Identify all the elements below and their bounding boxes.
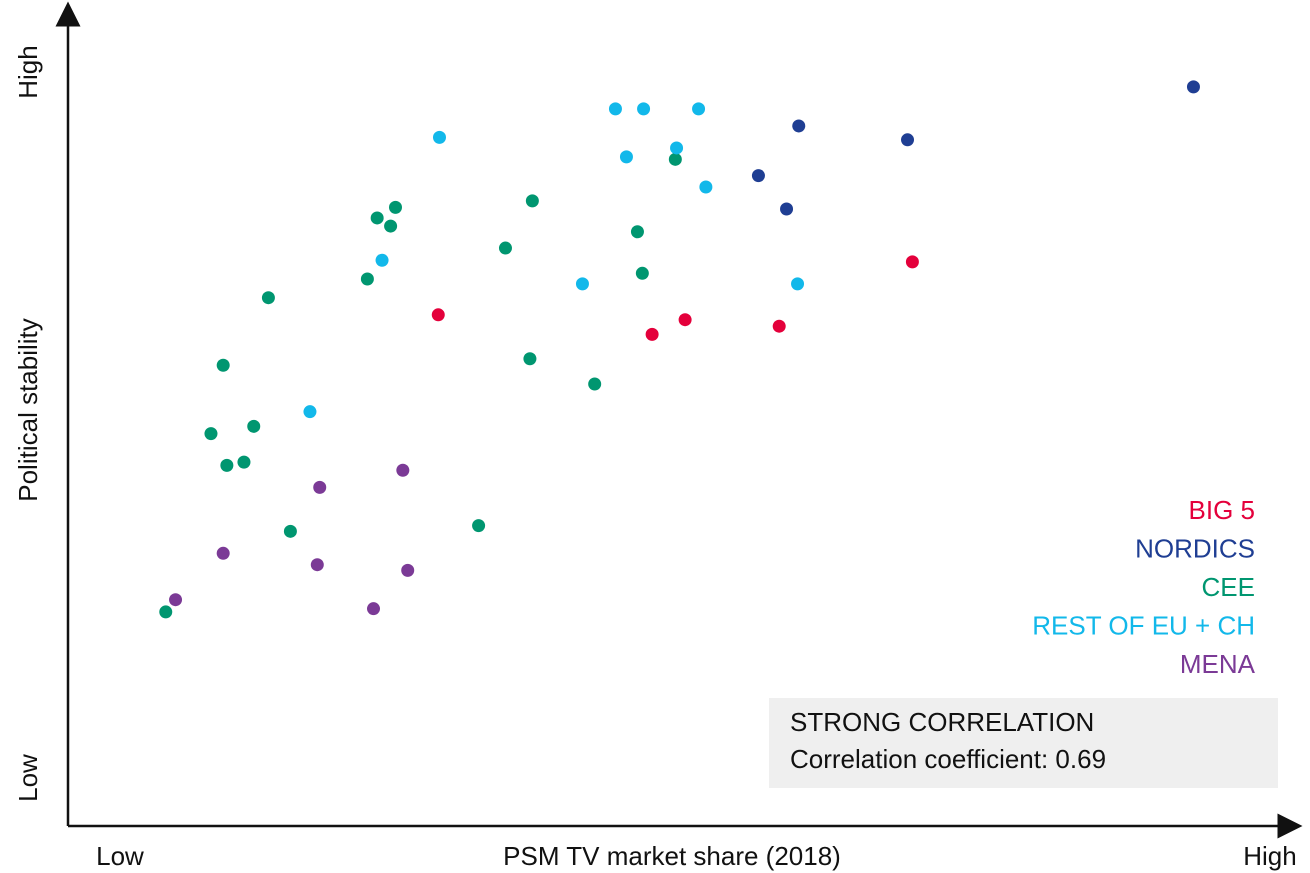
- point: [635, 266, 649, 280]
- point: [905, 255, 919, 269]
- point: [498, 241, 512, 255]
- point: [375, 253, 389, 267]
- y-tick-label: Low: [13, 754, 43, 802]
- point: [431, 308, 445, 322]
- point: [388, 200, 402, 214]
- point: [310, 558, 324, 572]
- point: [637, 102, 651, 116]
- x-axis-title: PSM TV market share (2018): [503, 841, 841, 871]
- point: [360, 272, 374, 286]
- point: [699, 180, 713, 194]
- point: [220, 458, 234, 472]
- point: [588, 377, 602, 391]
- legend-entry: MENA: [1180, 649, 1256, 679]
- point: [668, 152, 682, 166]
- point: [608, 102, 622, 116]
- annotation-title: STRONG CORRELATION: [790, 707, 1094, 737]
- point: [670, 141, 684, 155]
- point: [525, 194, 539, 208]
- point: [216, 358, 230, 372]
- point: [791, 277, 805, 291]
- legend-entry: CEE: [1202, 572, 1255, 602]
- point: [247, 419, 261, 433]
- point: [901, 133, 915, 147]
- point: [367, 602, 380, 616]
- point: [159, 605, 173, 619]
- legend-entry: BIG 5: [1189, 495, 1255, 525]
- y-axis-title: Political stability: [13, 318, 43, 502]
- point: [283, 524, 297, 538]
- point: [780, 202, 794, 216]
- point: [169, 593, 183, 607]
- point: [401, 563, 415, 577]
- point: [216, 546, 230, 560]
- legend-entry: NORDICS: [1135, 533, 1255, 563]
- x-tick-label: Low: [96, 841, 144, 871]
- point: [575, 277, 589, 291]
- point: [261, 291, 275, 305]
- point: [645, 327, 659, 341]
- legend-entry: REST OF EU + CH: [1032, 610, 1255, 640]
- point: [619, 150, 633, 164]
- point: [678, 313, 692, 327]
- point: [237, 455, 251, 469]
- point: [523, 352, 537, 366]
- point: [692, 102, 706, 116]
- point: [432, 130, 446, 144]
- y-tick-label: High: [13, 45, 43, 98]
- point: [792, 119, 806, 133]
- point: [370, 211, 384, 225]
- point: [384, 219, 398, 233]
- point: [303, 405, 317, 419]
- point: [772, 319, 786, 333]
- point: [630, 225, 644, 239]
- point: [472, 519, 486, 533]
- x-tick-label: High: [1243, 841, 1296, 871]
- point: [204, 427, 218, 441]
- point: [396, 463, 410, 477]
- annotation-text: Correlation coefficient: 0.69: [790, 744, 1106, 774]
- point: [751, 169, 765, 183]
- point: [313, 480, 327, 494]
- annotation-box: [769, 698, 1278, 788]
- point: [1186, 80, 1200, 94]
